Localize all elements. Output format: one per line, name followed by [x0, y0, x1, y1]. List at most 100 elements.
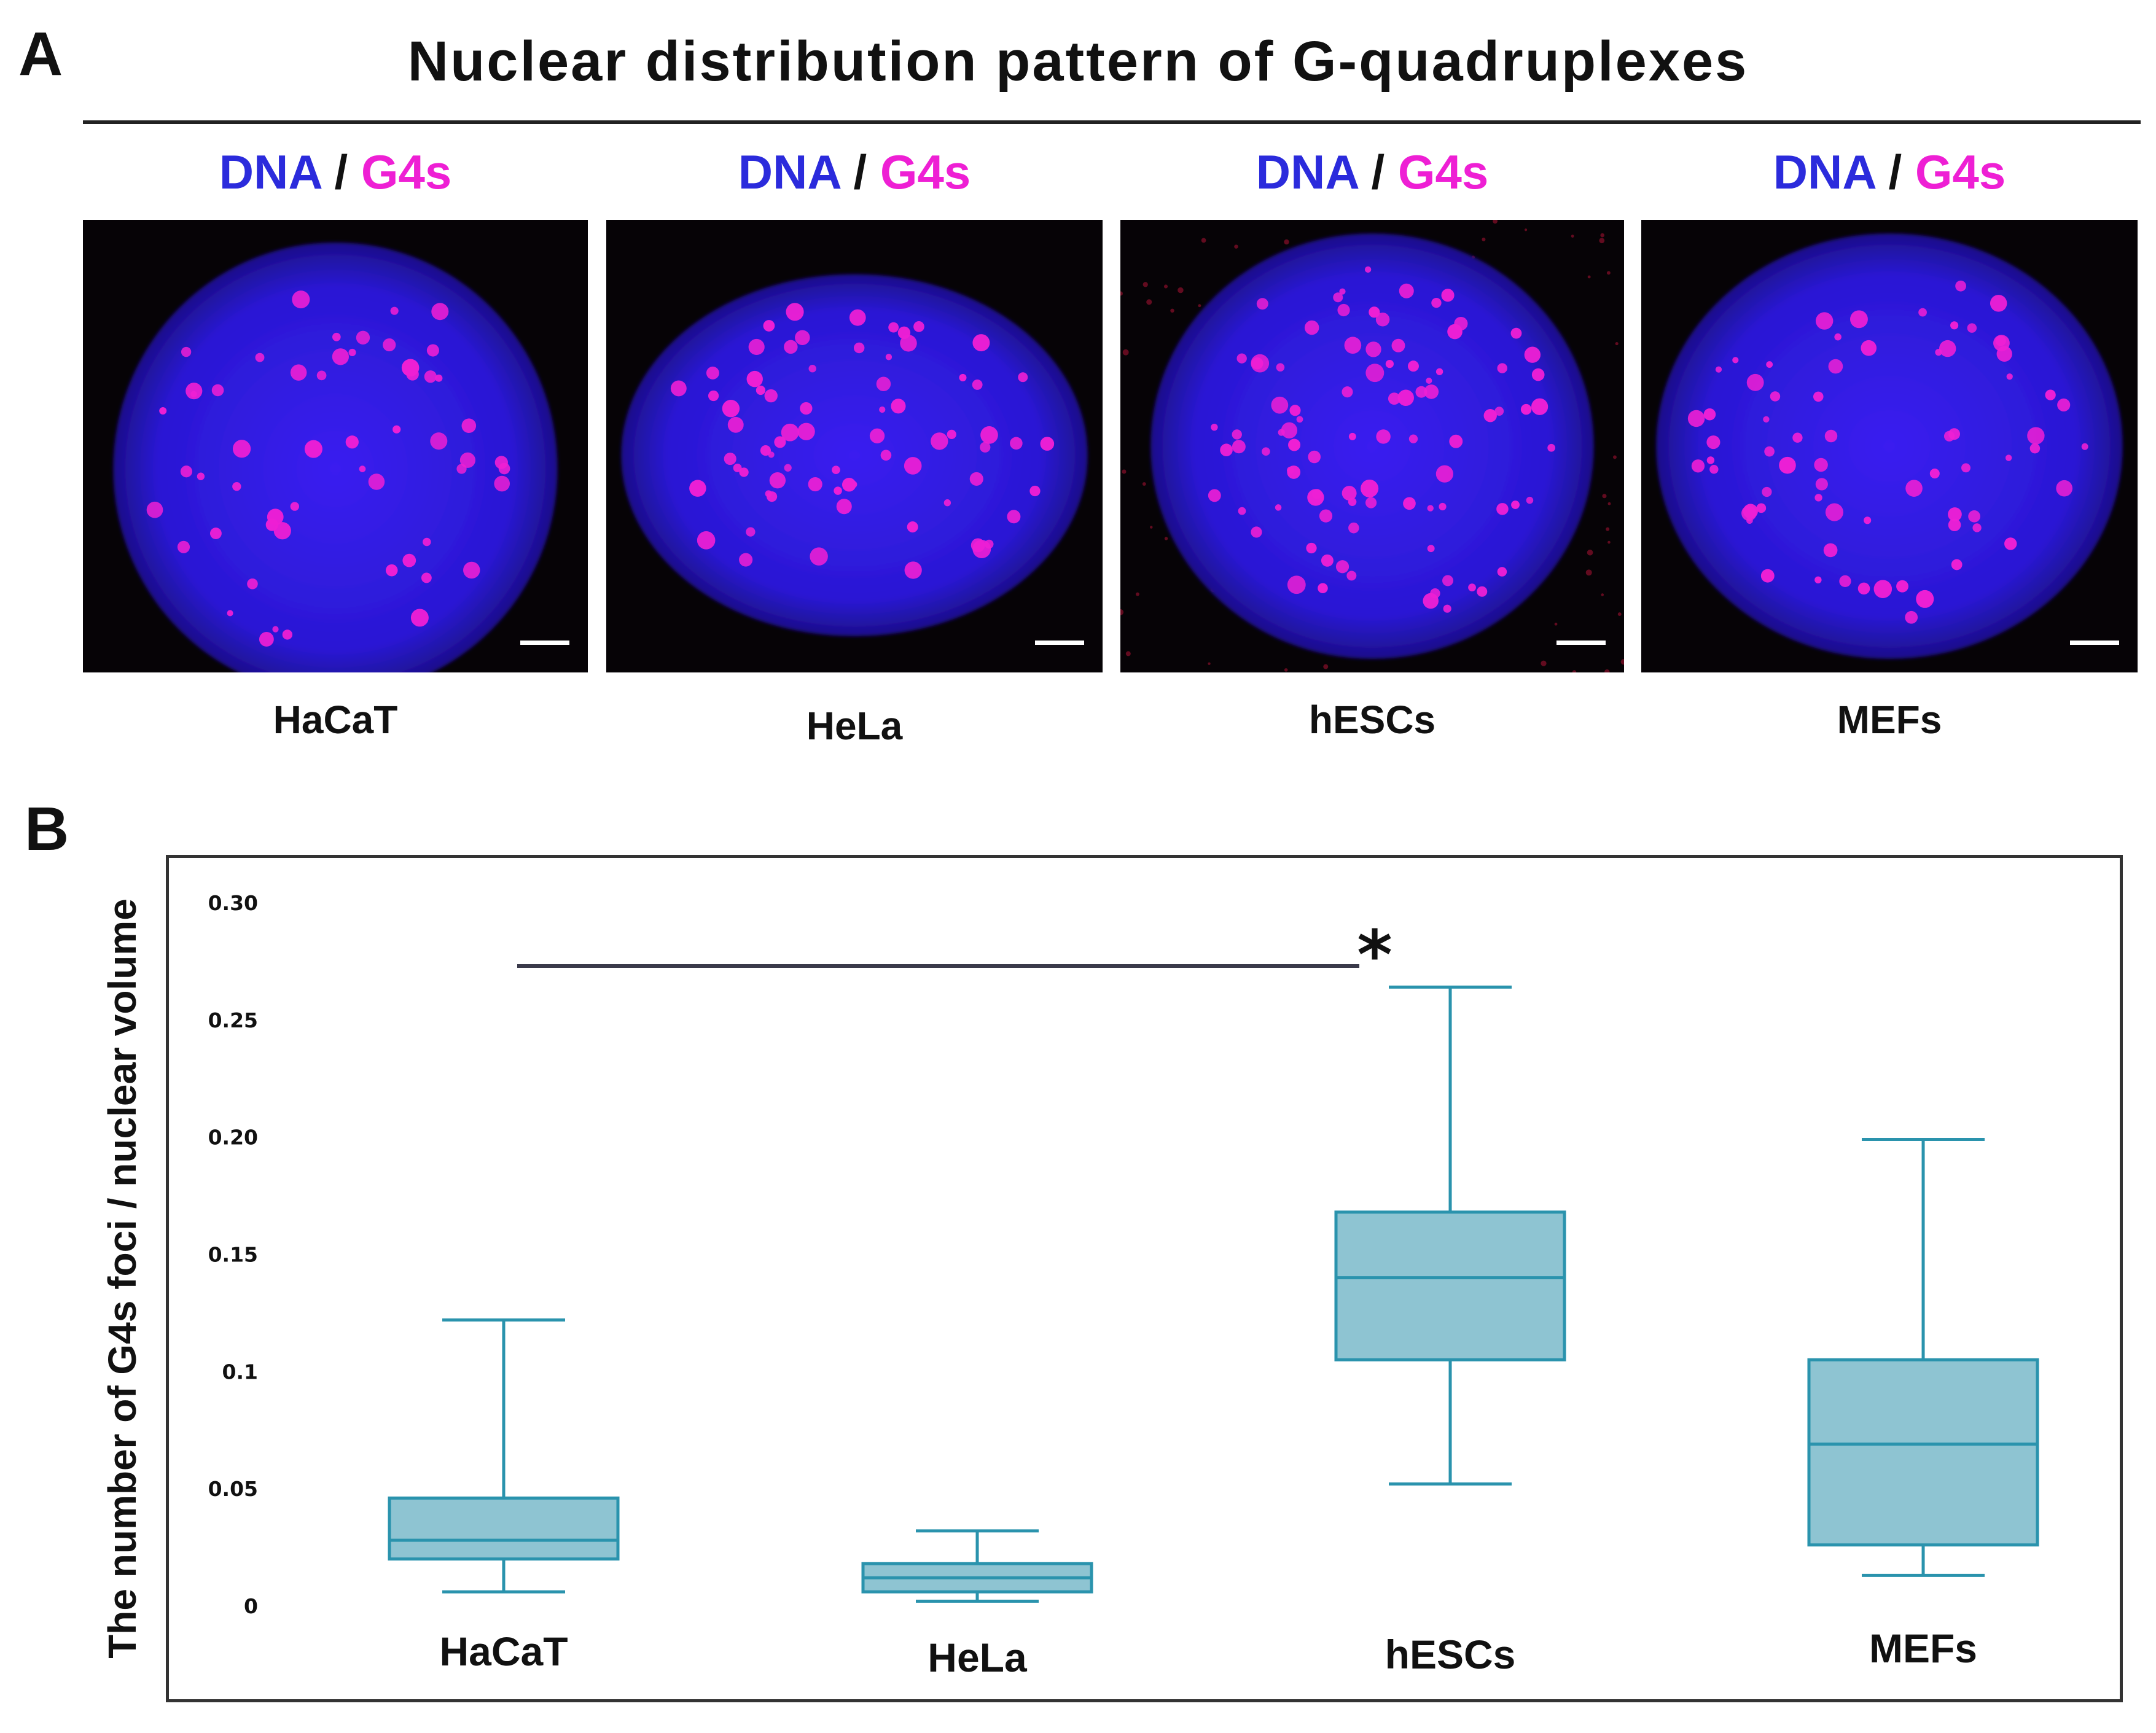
g4-focus	[1951, 559, 1963, 571]
g4-focus	[931, 432, 948, 450]
background-speck	[1587, 549, 1593, 556]
channel-dna-label: DNA	[219, 145, 321, 199]
g4-focus	[461, 418, 477, 434]
g4-focus	[746, 370, 763, 387]
g4-focus	[2005, 454, 2012, 461]
background-speck	[1234, 244, 1238, 249]
g4-focus	[1766, 361, 1773, 368]
g4-focus	[1306, 542, 1317, 554]
g4-focus	[733, 463, 742, 472]
background-speck	[1599, 238, 1605, 244]
g4-focus	[1365, 341, 1381, 357]
g4-focus	[1741, 505, 1757, 521]
g4-focus	[1251, 354, 1270, 373]
x-category-label: hESCs	[1385, 1632, 1516, 1677]
micrograph-image	[1641, 220, 2138, 672]
background-speck	[1284, 668, 1288, 672]
g4-focus	[227, 610, 233, 617]
background-speck	[1493, 220, 1498, 224]
g4-focus	[972, 379, 983, 390]
background-speck	[1524, 228, 1528, 232]
background-speck	[1163, 284, 1168, 289]
g4-focus	[1477, 586, 1488, 597]
g4-focus	[1955, 280, 1966, 292]
g4-focus	[1763, 416, 1770, 423]
g4-focus	[332, 332, 341, 341]
y-tick-label: 0.20	[208, 1126, 258, 1150]
g4-focus	[1918, 308, 1927, 317]
g4-focus	[849, 309, 866, 326]
g4-focus	[1441, 289, 1455, 302]
cell-label-hela: HeLa	[806, 704, 903, 748]
cell-label-hescs: hESCs	[1308, 698, 1436, 742]
g4-focus	[1732, 357, 1739, 364]
background-speck	[1606, 271, 1611, 275]
g4-focus	[722, 400, 740, 418]
x-category-label: HeLa	[928, 1635, 1028, 1680]
g4-focus	[1834, 333, 1842, 341]
g4-focus	[1896, 580, 1908, 593]
g4-focus	[1236, 353, 1247, 364]
background-speck	[1585, 569, 1592, 576]
g4-focus	[1779, 456, 1796, 474]
g4-focus	[390, 306, 399, 315]
background-speck	[1323, 664, 1329, 669]
g4-focus	[947, 429, 956, 440]
g4-focus	[186, 383, 203, 400]
channel-label: DNA / G4s	[1641, 144, 2138, 200]
g4-focus	[332, 348, 350, 365]
nucleus-dna-signal	[1150, 233, 1594, 659]
g4-focus	[1365, 364, 1385, 383]
g4-focus	[426, 344, 439, 357]
g4-focus	[980, 426, 998, 444]
g4-focus	[832, 465, 840, 475]
background-speck	[1125, 651, 1131, 656]
channel-label: DNA / G4s	[606, 144, 1103, 200]
g4-focus	[1307, 489, 1324, 506]
g4-focus	[1857, 582, 1870, 595]
background-speck	[1142, 282, 1148, 287]
channel-separator: /	[1371, 145, 1385, 199]
g4-focus	[1824, 429, 1838, 443]
cell-label-mefs: MEFs	[1837, 698, 1942, 742]
scale-bar	[1035, 641, 1084, 645]
g4-focus	[1361, 479, 1379, 498]
g4-focus	[1271, 396, 1289, 414]
g4-focus	[972, 334, 990, 352]
g4-focus	[180, 465, 193, 478]
g4-focus	[810, 547, 828, 566]
g4-focus	[304, 440, 322, 458]
g4-focus	[177, 540, 190, 553]
g4-focus	[494, 456, 508, 469]
scale-bar	[1556, 641, 1606, 645]
background-speck	[1554, 622, 1558, 626]
g4-focus	[885, 354, 892, 360]
g4-focus	[267, 508, 284, 526]
g4-focus	[211, 384, 224, 397]
y-tick-label: 0.30	[208, 891, 258, 915]
g4-focus	[1286, 466, 1294, 474]
g4-focus	[1825, 503, 1843, 521]
g4-focus	[1443, 604, 1451, 613]
g4-focus	[282, 629, 293, 640]
g4-focus	[209, 528, 222, 539]
background-speck	[1142, 482, 1146, 486]
channel-g4-label: G4s	[361, 145, 452, 199]
figure-title: Nuclear distribution pattern of G-quadru…	[407, 30, 1749, 93]
g4-focus	[1364, 266, 1372, 273]
micrograph-mefs	[1641, 220, 2138, 672]
g4-focus	[1861, 340, 1877, 356]
g4-focus	[1496, 503, 1509, 515]
g4-focus	[769, 472, 786, 489]
g4-focus	[1319, 509, 1333, 523]
background-speck	[1620, 659, 1624, 665]
box-plot: 0 0.05 0.1 0.15 0.20 0.25 0.30 HaCaT HeLa hESCs ME…	[208, 891, 2039, 1680]
channel-label: DNA / G4s	[83, 144, 588, 200]
g4-focus	[1948, 507, 1962, 521]
g4-focus	[904, 457, 922, 475]
panel-a-letter: A	[18, 20, 63, 88]
g4-focus	[1276, 363, 1285, 372]
background-speck	[1122, 349, 1129, 356]
g4-focus	[1289, 405, 1301, 416]
g4-focus	[784, 340, 798, 354]
